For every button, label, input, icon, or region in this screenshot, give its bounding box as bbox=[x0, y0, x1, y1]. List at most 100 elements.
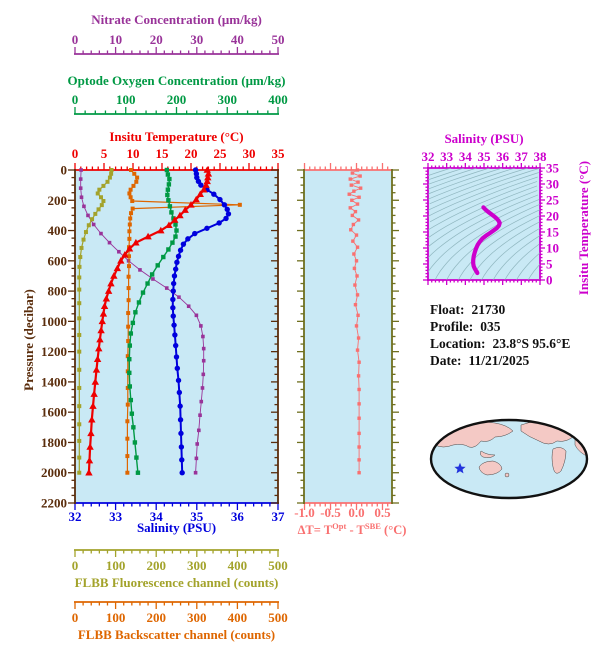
svg-text:100: 100 bbox=[116, 92, 136, 107]
svg-text:200: 200 bbox=[167, 92, 187, 107]
float-info-block: Float: 21730 Profile: 035 Location: 23.8°S … bbox=[430, 301, 570, 369]
svg-text:1600: 1600 bbox=[41, 405, 67, 420]
fluorescence-axis-title: FLBB Fluorescence channel (counts) bbox=[74, 575, 279, 590]
svg-text:300: 300 bbox=[218, 92, 238, 107]
delta-t-axis-title: ΔT= TOpt - TSBE (°C) bbox=[297, 521, 407, 538]
svg-text:35: 35 bbox=[546, 161, 560, 176]
svg-text:5: 5 bbox=[546, 257, 553, 272]
svg-text:300: 300 bbox=[187, 558, 207, 573]
location-label: Location: bbox=[430, 336, 486, 351]
svg-text:0: 0 bbox=[72, 146, 79, 161]
map-australia bbox=[478, 460, 503, 476]
world-map bbox=[429, 418, 589, 500]
svg-text:0: 0 bbox=[72, 92, 79, 107]
svg-text:0: 0 bbox=[72, 32, 79, 47]
svg-text:0: 0 bbox=[72, 610, 79, 625]
svg-text:30: 30 bbox=[546, 177, 559, 192]
svg-text:500: 500 bbox=[268, 558, 288, 573]
svg-text:1000: 1000 bbox=[41, 314, 67, 329]
svg-text:-1.0: -1.0 bbox=[294, 505, 315, 520]
svg-text:500: 500 bbox=[268, 610, 288, 625]
svg-text:25: 25 bbox=[546, 193, 560, 208]
svg-text:0.5: 0.5 bbox=[374, 505, 391, 520]
map-outline bbox=[429, 418, 589, 500]
oxygen-axis-title: Optode Oxygen Concentration (μm/kg) bbox=[67, 73, 286, 88]
svg-text:50: 50 bbox=[272, 32, 285, 47]
float-id-label: Float: bbox=[430, 302, 465, 317]
svg-text:0: 0 bbox=[61, 163, 68, 178]
pressure-axis-title: Pressure (decibar) bbox=[20, 289, 36, 391]
svg-text:30: 30 bbox=[190, 32, 203, 47]
ts-salinity-axis-title: Salinity (PSU) bbox=[444, 131, 524, 146]
svg-text:36: 36 bbox=[496, 149, 510, 164]
svg-text:600: 600 bbox=[48, 253, 68, 268]
svg-text:0.0: 0.0 bbox=[348, 505, 364, 520]
location-row: Location: 23.8°S 95.6°E bbox=[430, 335, 570, 352]
ts-temperature-axis-title: Insitu Temperature (°C) bbox=[575, 160, 591, 296]
date-row: Date: 11/21/2025 bbox=[430, 352, 570, 369]
svg-text:10: 10 bbox=[127, 146, 140, 161]
svg-text:200: 200 bbox=[48, 193, 68, 208]
svg-text:32: 32 bbox=[69, 509, 82, 524]
svg-text:37: 37 bbox=[272, 509, 286, 524]
svg-text:34: 34 bbox=[459, 149, 473, 164]
svg-text:33: 33 bbox=[109, 509, 123, 524]
svg-text:36: 36 bbox=[231, 509, 245, 524]
date-label: Date: bbox=[430, 353, 462, 368]
svg-text:200: 200 bbox=[146, 558, 166, 573]
svg-text:20: 20 bbox=[150, 32, 163, 47]
svg-text:15: 15 bbox=[156, 146, 170, 161]
svg-text:100: 100 bbox=[106, 558, 126, 573]
svg-text:400: 400 bbox=[228, 558, 248, 573]
svg-text:5: 5 bbox=[101, 146, 108, 161]
map-new-zealand bbox=[504, 472, 510, 478]
svg-text:10: 10 bbox=[546, 241, 559, 256]
svg-text:20: 20 bbox=[185, 146, 198, 161]
svg-text:0: 0 bbox=[546, 273, 553, 288]
svg-text:32: 32 bbox=[422, 149, 435, 164]
svg-text:15: 15 bbox=[546, 225, 560, 240]
svg-text:2000: 2000 bbox=[41, 465, 67, 480]
profile-number-row: Profile: 035 bbox=[430, 318, 570, 335]
svg-text:0: 0 bbox=[72, 558, 79, 573]
salinity-axis-title: Salinity (PSU) bbox=[136, 520, 217, 535]
svg-text:30: 30 bbox=[243, 146, 256, 161]
float-id-value: 21730 bbox=[471, 302, 506, 317]
svg-text:-0.5: -0.5 bbox=[320, 505, 341, 520]
map-greenland bbox=[542, 420, 556, 424]
svg-text:20: 20 bbox=[546, 209, 559, 224]
svg-text:1200: 1200 bbox=[41, 344, 67, 359]
svg-text:10: 10 bbox=[109, 32, 122, 47]
svg-text:33: 33 bbox=[440, 149, 454, 164]
svg-text:800: 800 bbox=[48, 284, 68, 299]
svg-text:400: 400 bbox=[228, 610, 248, 625]
backscatter-axis-title: FLBB Backscatter channel (counts) bbox=[77, 627, 276, 642]
location-value: 23.8°S 95.6°E bbox=[492, 336, 571, 351]
svg-text:1800: 1800 bbox=[41, 435, 67, 450]
temperature-axis-title: Insitu Temperature (°C) bbox=[109, 129, 244, 144]
svg-text:2200: 2200 bbox=[41, 496, 67, 511]
nitrate-axis-title: Nitrate Concentration (μm/kg) bbox=[91, 12, 262, 27]
svg-text:100: 100 bbox=[106, 610, 126, 625]
svg-text:200: 200 bbox=[146, 610, 166, 625]
svg-text:400: 400 bbox=[48, 223, 68, 238]
svg-text:300: 300 bbox=[187, 610, 207, 625]
svg-text:400: 400 bbox=[268, 92, 288, 107]
map-south-america bbox=[551, 447, 567, 474]
profile-number-label: Profile: bbox=[430, 319, 474, 334]
profile-number-value: 035 bbox=[480, 319, 501, 334]
float-location-star bbox=[454, 462, 466, 474]
svg-text:38: 38 bbox=[534, 149, 548, 164]
svg-text:35: 35 bbox=[272, 146, 286, 161]
svg-text:40: 40 bbox=[231, 32, 244, 47]
svg-text:37: 37 bbox=[515, 149, 529, 164]
svg-text:25: 25 bbox=[214, 146, 228, 161]
float-id-row: Float: 21730 bbox=[430, 301, 570, 318]
map-indonesia bbox=[480, 450, 496, 458]
svg-text:35: 35 bbox=[190, 509, 204, 524]
svg-text:35: 35 bbox=[478, 149, 492, 164]
svg-text:1400: 1400 bbox=[41, 374, 67, 389]
svg-text:34: 34 bbox=[150, 509, 164, 524]
